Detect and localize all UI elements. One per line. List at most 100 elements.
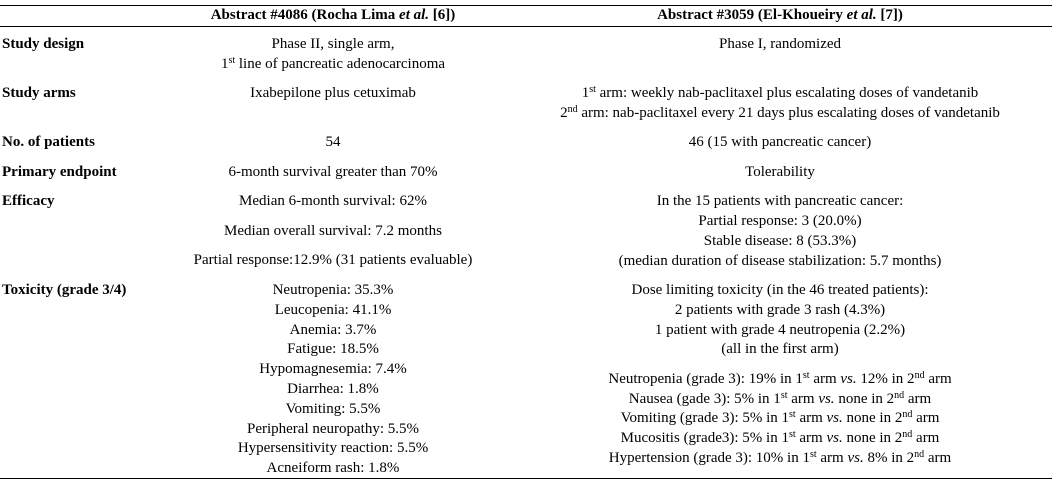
- cell-line: Ixabepilone plus cetuximab: [250, 84, 416, 102]
- cell-line: Partial response:12.9% (31 patients eval…: [194, 251, 473, 269]
- italic-text: vs.: [847, 449, 864, 466]
- text-run: none in 2: [842, 430, 903, 447]
- text-run: none in 2: [842, 410, 903, 427]
- text-run: In the 15 patients with pancreatic cance…: [656, 193, 904, 210]
- text-run: Peripheral neuropathy: 5.5%: [246, 420, 420, 437]
- text-run: arm: [912, 410, 940, 427]
- superscript: st: [802, 369, 810, 381]
- text-run: Neutropenia: 35.3%: [272, 282, 394, 298]
- text-run: 8% in 2: [863, 449, 915, 466]
- italic-text: vs.: [818, 390, 835, 407]
- text-run: Acneiform rash: 1.8%: [266, 460, 400, 477]
- superscript: nd: [894, 389, 905, 401]
- cell-line: Mucositis (grade3): 5% in 1st arm vs. no…: [621, 429, 940, 447]
- superscript: st: [789, 409, 796, 421]
- cell-line: Median overall survival: 7.2 months: [224, 222, 442, 240]
- superscript: st: [780, 389, 788, 401]
- cell-line: 1 patient with grade 4 neutropenia (2.2%…: [655, 321, 905, 339]
- cell-line: Phase II, single arm,: [272, 35, 395, 53]
- cell-line: Neutropenia (grade 3): 19% in 1st arm vs…: [608, 370, 951, 388]
- text-run: Anemia: 3.7%: [289, 321, 377, 338]
- superscript: nd: [902, 409, 913, 421]
- text-run: 1: [220, 55, 229, 72]
- superscript: st: [228, 54, 236, 66]
- italic-text: et al.: [399, 7, 430, 23]
- text-run: arm: [795, 430, 827, 447]
- cell-line: Leucopenia: 41.1%: [275, 301, 392, 319]
- text-run: Mucositis (grade3): 5% in 1: [620, 430, 789, 447]
- cell-line: 46 (15 with pancreatic cancer): [689, 133, 871, 151]
- text-run: 2: [560, 105, 568, 121]
- row-label: No. of patients: [2, 134, 95, 151]
- text-run: 46 (15 with pancreatic cancer): [688, 134, 872, 151]
- text-run: Median overall survival: 7.2 months: [224, 222, 442, 239]
- text-run: Ixabepilone plus cetuximab: [250, 85, 416, 102]
- cell-line: 54: [326, 133, 341, 151]
- italic-text: vs.: [826, 430, 843, 447]
- text-run: arm: nab-paclitaxel every 21 days plus e…: [577, 105, 1000, 121]
- text-run: Median 6-month survival: 62%: [239, 193, 427, 210]
- text-run: arm: [912, 430, 940, 447]
- cell-line: Abstract #3059 (El-Khoueiry et al. [7]): [657, 6, 903, 24]
- cell-line: Vomiting (grade 3): 5% in 1st arm vs. no…: [621, 409, 940, 427]
- text-run: arm: [904, 390, 932, 407]
- text-run: 1 patient with grade 4 neutropenia (2.2%…: [654, 321, 906, 338]
- cell-line: Abstract #4086 (Rocha Lima et al. [6]): [211, 6, 456, 24]
- cell-line: Hypertension (grade 3): 10% in 1st arm v…: [609, 449, 951, 467]
- bottom-rule: [0, 478, 1052, 479]
- cell-line: Partial response: 3 (20.0%): [698, 212, 861, 230]
- text-run: Partial response: 3 (20.0%): [698, 213, 862, 229]
- text-run: Neutropenia (grade 3): 19% in 1: [608, 370, 803, 387]
- cell-line: 1st line of pancreatic adenocarcinoma: [221, 55, 445, 73]
- superscript: nd: [914, 369, 925, 381]
- text-run: 12% in 2: [856, 370, 915, 387]
- text-run: Vomiting (grade 3): 5% in 1: [620, 410, 790, 427]
- text-run: Stable disease: 8 (53.3%): [703, 232, 857, 249]
- superscript: nd: [914, 448, 925, 460]
- text-run: Vomiting: 5.5%: [285, 400, 381, 417]
- text-run: arm: [787, 390, 819, 407]
- cell-line: 6-month survival greater than 70%: [228, 163, 437, 181]
- row-label: Study arms: [2, 85, 76, 102]
- italic-text: vs.: [826, 410, 843, 427]
- superscript: st: [809, 448, 817, 460]
- text-run: 6-month survival greater than 70%: [228, 163, 438, 180]
- cell-line: Hypomagnesemia: 7.4%: [259, 360, 406, 378]
- text-run: line of pancreatic adenocarcinoma: [235, 55, 446, 72]
- text-run: arm: [795, 410, 827, 427]
- cell-line: (median duration of disease stabilizatio…: [619, 252, 942, 270]
- italic-text: vs.: [840, 370, 857, 387]
- cell-line: Median 6-month survival: 62%: [239, 192, 427, 210]
- cell-line: Fatigue: 18.5%: [287, 340, 379, 358]
- text-run: 1: [581, 85, 590, 102]
- text-run: Fatigue: 18.5%: [287, 341, 379, 358]
- cell-line: 2nd arm: nab-paclitaxel every 21 days pl…: [560, 104, 1000, 122]
- text-run: none in 2: [834, 390, 895, 407]
- cell-line: Tolerability: [745, 163, 815, 181]
- text-run: Phase II, single arm,: [271, 36, 395, 52]
- superscript: st: [589, 84, 596, 96]
- cell-line: Anemia: 3.7%: [290, 321, 377, 339]
- text-run: (all in the first arm): [721, 341, 839, 358]
- text-run: arm: [809, 370, 841, 387]
- text-run: 2 patients with grade 3 rash (4.3%): [674, 301, 886, 318]
- text-run: [6]): [429, 7, 456, 23]
- cell-line: 2 patients with grade 3 rash (4.3%): [675, 301, 885, 319]
- cell-line: Peripheral neuropathy: 5.5%: [247, 420, 419, 438]
- cell-line: Dose limiting toxicity (in the 46 treate…: [631, 281, 928, 299]
- cell-line: In the 15 patients with pancreatic cance…: [657, 192, 904, 210]
- text-run: Nausea (gade 3): 5% in 1: [628, 390, 781, 407]
- cell-line: Vomiting: 5.5%: [286, 400, 381, 418]
- top-rule: [0, 5, 1052, 6]
- text-run: arm: [924, 370, 952, 387]
- row-label: Efficacy: [2, 193, 55, 210]
- row-label: Toxicity (grade 3/4): [2, 282, 127, 298]
- cell-line: (all in the first arm): [721, 340, 838, 358]
- text-run: Phase I, randomized: [718, 36, 842, 52]
- text-run: arm: [816, 449, 848, 466]
- cell-line: Stable disease: 8 (53.3%): [704, 232, 856, 250]
- text-run: Leucopenia: 41.1%: [274, 301, 392, 318]
- cell-line: Nausea (gade 3): 5% in 1st arm vs. none …: [629, 390, 931, 408]
- text-run: Hypersensitivity reaction: 5.5%: [237, 440, 429, 457]
